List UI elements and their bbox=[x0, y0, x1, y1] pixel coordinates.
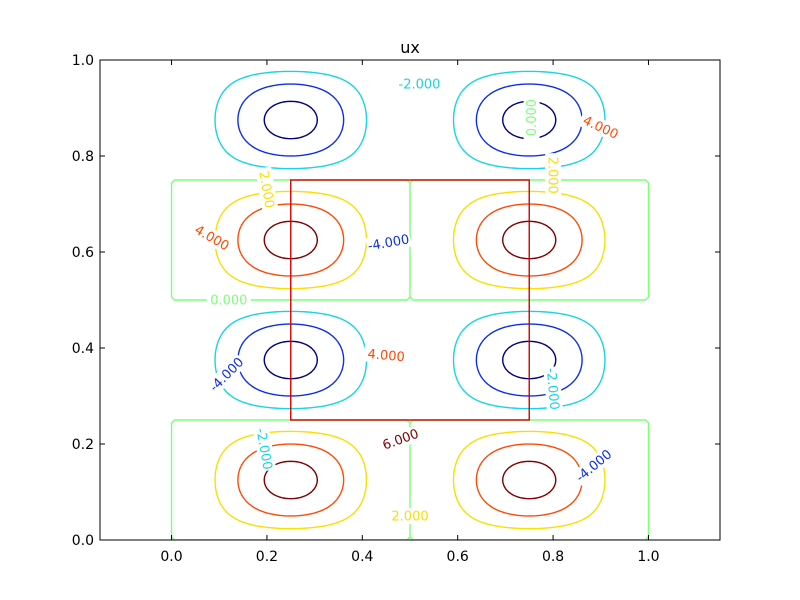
contour-label-mask bbox=[206, 292, 251, 308]
contour-label-mask bbox=[571, 445, 616, 486]
contour-line-4 bbox=[237, 203, 583, 517]
x-tick-label: 0.0 bbox=[160, 549, 182, 565]
contour-label-mask bbox=[545, 153, 562, 198]
contour-label: -4.000 bbox=[367, 232, 411, 254]
contour-label-mask bbox=[252, 425, 277, 472]
y-tick-label: 0.0 bbox=[72, 533, 94, 549]
x-tick-label: 0.4 bbox=[351, 549, 373, 565]
chart-title: ux bbox=[400, 38, 420, 57]
contour-label: 2.000 bbox=[545, 157, 560, 194]
y-tick-label: 0.8 bbox=[72, 149, 94, 165]
contour-label-mask bbox=[189, 219, 236, 256]
contour-label: 2.000 bbox=[255, 170, 276, 209]
x-tick-label: 1.0 bbox=[637, 549, 659, 565]
contour-label-mask bbox=[543, 366, 563, 412]
contour-line-neg4 bbox=[237, 83, 583, 397]
contour-line-neg2 bbox=[214, 70, 606, 410]
plot-frame bbox=[99, 59, 721, 541]
contour-label: 4.000 bbox=[367, 347, 405, 365]
contour-label-group: -2.000 bbox=[543, 366, 563, 412]
contour-label-mask bbox=[577, 110, 625, 144]
contour-label: 0.000 bbox=[525, 99, 540, 136]
y-tick-label: 0.6 bbox=[72, 245, 94, 261]
contour-label-group: 0.000 bbox=[206, 292, 251, 309]
y-tick-label: 1.0 bbox=[72, 53, 94, 69]
y-axis: 0.0 0.2 0.4 0.6 0.8 1.0 bbox=[72, 53, 720, 549]
contour-label-group: 2.000 bbox=[255, 166, 279, 213]
contour-line-6 bbox=[263, 220, 557, 500]
contour-label-group: 0.000 bbox=[523, 95, 540, 140]
x-tick-label: 0.6 bbox=[447, 549, 469, 565]
contour-label-mask bbox=[388, 508, 432, 524]
contour-line-neg6 bbox=[263, 100, 557, 380]
contour-label-mask bbox=[255, 166, 279, 213]
contour-lines bbox=[170, 70, 650, 540]
contour-label-group: 2.000 bbox=[388, 508, 432, 525]
contour-label-group: -2.000 bbox=[252, 425, 277, 472]
contour-label-mask bbox=[377, 424, 424, 455]
contour-label-group: -4.000 bbox=[365, 230, 412, 255]
contour-label-mask bbox=[363, 345, 409, 366]
contour-label-mask bbox=[205, 353, 248, 396]
contour-label-group: 2.000 bbox=[545, 153, 562, 198]
contour-line-2 bbox=[214, 190, 606, 530]
contour-label-mask bbox=[365, 230, 412, 255]
contour-label-group: -2.000 bbox=[397, 76, 442, 93]
contour-label: -2.000 bbox=[252, 427, 274, 471]
contour-label: -2.000 bbox=[543, 367, 562, 410]
contour-label: 0.000 bbox=[210, 294, 247, 309]
y-tick-label: 0.2 bbox=[72, 437, 94, 453]
x-tick-label: 0.8 bbox=[542, 549, 564, 565]
x-tick-label: 0.2 bbox=[256, 549, 278, 565]
x-axis: 0.0 0.2 0.4 0.6 0.8 1.0 bbox=[160, 60, 660, 565]
contour-label-mask bbox=[523, 95, 540, 140]
contour-label: 2.000 bbox=[391, 510, 428, 525]
contour-label-group: 4.000 bbox=[363, 345, 409, 366]
overlay-rectangle bbox=[290, 179, 530, 421]
contour-label: -2.000 bbox=[399, 78, 441, 93]
contour-label-mask bbox=[397, 76, 442, 92]
y-tick-label: 0.4 bbox=[72, 341, 94, 357]
